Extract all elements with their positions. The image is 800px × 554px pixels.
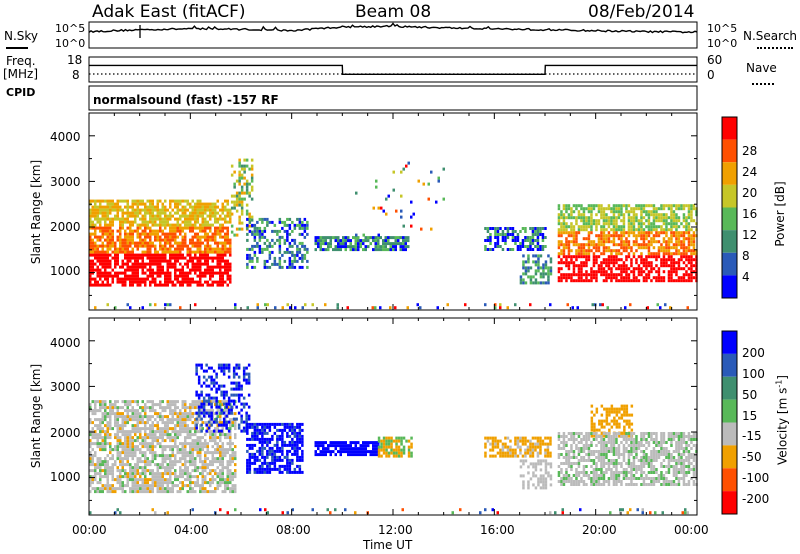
date-title: 08/Feb/2014 (588, 2, 695, 22)
nsky-line (88, 22, 698, 34)
nave-label: Nave (746, 61, 777, 75)
power-colorbar-swatch (722, 207, 737, 231)
p2-cb-tick-50: 50 (742, 388, 758, 402)
vel-blob-late (484, 436, 552, 458)
velocity-colorbar-swatch (722, 445, 737, 469)
nsearch-legend-line (757, 47, 793, 49)
p2-cb-tick-m100: -100 (742, 471, 770, 485)
vel-blob-evening (557, 432, 698, 486)
freq-frame (88, 56, 698, 83)
velocity-colorbar-swatch (722, 399, 737, 423)
power-blob-evening (557, 204, 698, 283)
p2-ytick-2000: 2000 (50, 426, 81, 440)
p1-cb-tick-20: 20 (742, 186, 758, 200)
velocity-colorbar-swatch (722, 353, 737, 377)
vel-ground-scatter (89, 508, 689, 515)
p2-cb-tick-m15: -15 (742, 429, 762, 443)
p2-cb-tick-m50: -50 (742, 450, 762, 464)
power-colorbar-swatch (722, 162, 737, 185)
p1-ytick-1000: 1000 (50, 264, 81, 278)
xtick-0400: 04:00 (174, 523, 209, 537)
left-top-tick: 10^5 (55, 22, 86, 35)
nsky-label: N.Sky (4, 29, 39, 43)
vel-blob-early (89, 400, 237, 494)
cpid-frame (88, 85, 698, 111)
p2-cb-tick-200: 200 (742, 346, 765, 360)
power-blob-mid (314, 236, 410, 252)
cpid-label: CPID (6, 86, 36, 99)
xtick-0000: 00:00 (72, 523, 107, 537)
power-blob-descend (246, 217, 309, 269)
p1-cb-tick-16: 16 (742, 207, 758, 221)
xtick-2000: 20:00 (582, 523, 617, 537)
nave-top-tick: 60 (707, 53, 723, 67)
right-bottom-tick: 10^0 (707, 37, 738, 50)
power-colorbar-swatch (722, 117, 737, 140)
vel-blob-rise (195, 363, 251, 433)
mhz-label: [MHz] (3, 67, 39, 81)
power-blob-early (89, 199, 232, 287)
power-sparse (355, 161, 445, 237)
p1-ytick-3000: 3000 (50, 175, 81, 189)
vel-blob-mid2 (377, 436, 413, 458)
p2-ytick-3000: 3000 (50, 380, 81, 394)
power-colorbar-swatch (722, 230, 737, 253)
p2-ytick-4000: 4000 (50, 336, 81, 350)
right-top-tick: 10^5 (707, 22, 738, 35)
beam-title: Beam 08 (355, 2, 432, 22)
velocity-colorbar-swatch (722, 422, 737, 446)
station-title: Adak East (fitACF) (92, 2, 246, 22)
xlabel: Time UT (363, 538, 413, 552)
velocity-colorbar-frame (721, 330, 738, 515)
p1-cb-tick-12: 12 (742, 228, 758, 242)
nave-legend-line (752, 83, 774, 85)
p1-cb-tick-28: 28 (742, 144, 758, 158)
freq-top-tick: 18 (67, 53, 83, 67)
p1-ytick-4000: 4000 (50, 130, 81, 144)
power-blob-rise (230, 158, 254, 237)
velocity-colorbar-swatch (722, 468, 737, 492)
vel-blob-tail (519, 459, 553, 490)
power-colorbar-swatch (722, 184, 737, 208)
vel-blob-mid (314, 441, 380, 457)
power-ground-scatter (94, 303, 689, 310)
power-colorbar-frame (721, 116, 738, 299)
xtick-2400: 00:00 (674, 523, 709, 537)
nave-bottom-tick: 0 (707, 68, 715, 82)
p2-ytick-1000: 1000 (50, 470, 81, 484)
velocity-colorbar-swatch (722, 331, 737, 354)
xtick-1200: 12:00 (378, 523, 413, 537)
freq-line (89, 64, 697, 75)
velocity-colorbar-swatch (722, 376, 737, 400)
nsearch-label: N.Search (743, 29, 798, 43)
power-colorbar-swatch (722, 275, 737, 298)
xtick-1600: 16:00 (480, 523, 515, 537)
left-bottom-tick: 10^0 (55, 37, 86, 50)
freq-bottom-tick: 8 (72, 68, 80, 82)
freq-label: Freq. (6, 54, 36, 68)
power-blob-late (484, 227, 547, 251)
cpid-text: normalsound (fast) -157 RF (93, 93, 279, 107)
p2-cb-tick-100: 100 (742, 367, 765, 381)
p1-cb-tick-4: 4 (742, 270, 750, 284)
p1-cb-tick-24: 24 (742, 165, 758, 179)
velocity-colorbar-swatch (722, 491, 737, 514)
power-colorbar-swatch (722, 139, 737, 163)
nsky-legend-line (6, 47, 28, 49)
power-colorbar-swatch (722, 252, 737, 276)
p1-cb-tick-8: 8 (742, 249, 750, 263)
p2-cb-tick-m200: -200 (742, 492, 770, 506)
xtick-0800: 08:00 (276, 523, 311, 537)
vel-blob-descend (246, 422, 304, 474)
power-blob-tail (519, 254, 553, 285)
p1-ytick-2000: 2000 (50, 220, 81, 234)
p2-cb-tick-15: 15 (742, 409, 758, 423)
nsky-frame (88, 21, 698, 49)
